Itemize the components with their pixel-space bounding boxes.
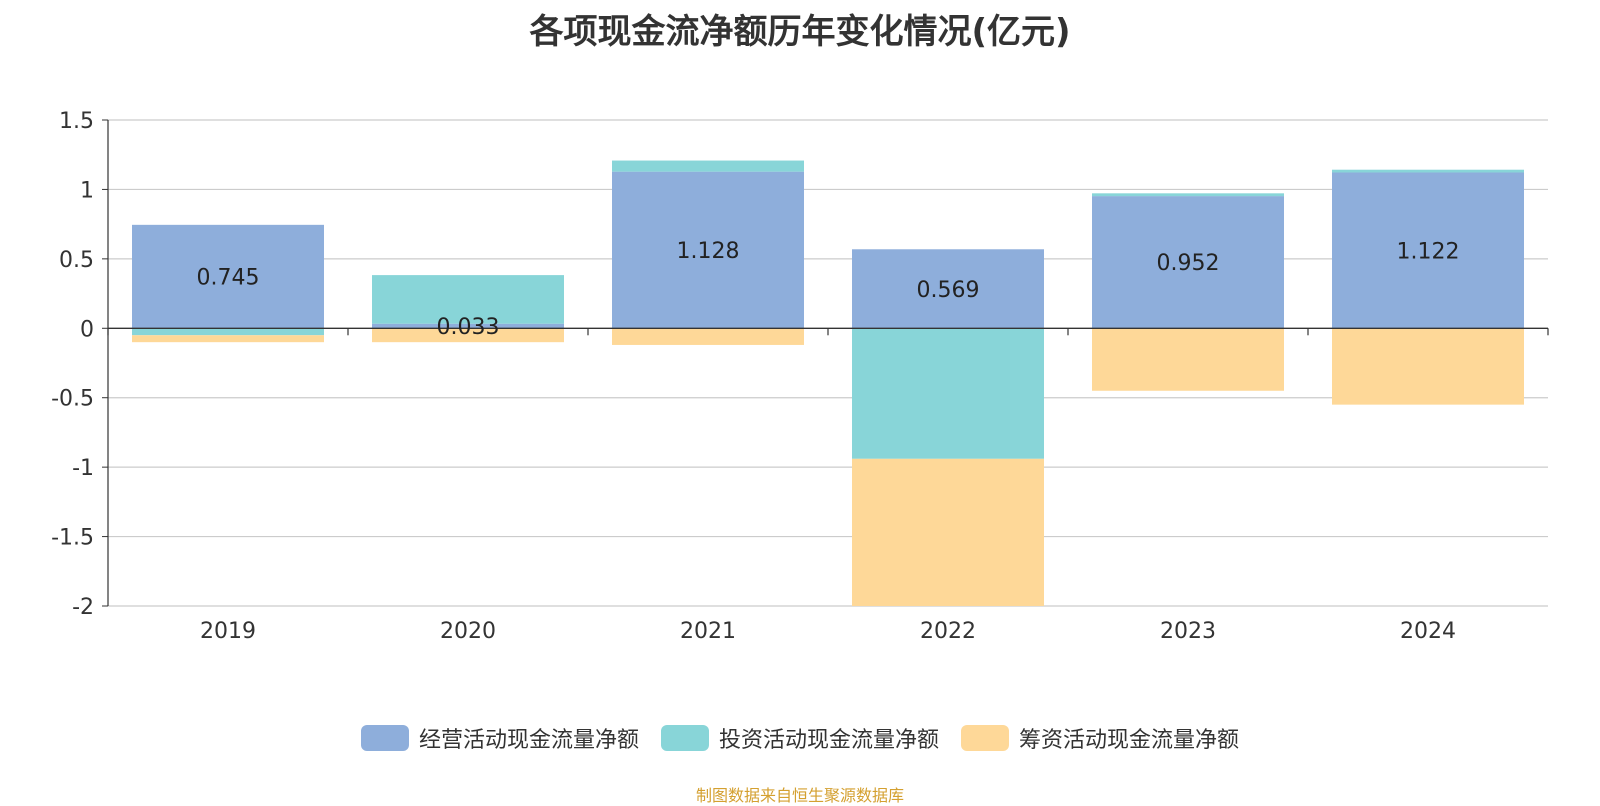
- data-label: 0.033: [437, 315, 500, 340]
- bar-segment: [1092, 193, 1284, 197]
- data-label: 0.569: [917, 278, 980, 303]
- x-tick-label: 2020: [440, 619, 496, 644]
- data-label: 0.745: [197, 266, 260, 291]
- data-label: 1.128: [677, 239, 740, 264]
- legend-swatch-investing: [660, 725, 709, 751]
- y-tick-label: 1.5: [59, 109, 94, 134]
- data-label: 0.952: [1157, 251, 1220, 276]
- y-tick-label: -1: [72, 456, 94, 481]
- legend-swatch-operating: [360, 725, 409, 751]
- legend-label-financing: 筹资活动现金流量净额: [1019, 728, 1240, 753]
- y-tick-label: 0.5: [59, 248, 94, 273]
- bar-segment: [1332, 172, 1524, 329]
- bar-segment: [852, 458, 1044, 606]
- bar-segment: [1332, 169, 1524, 173]
- bar-segment: [1092, 328, 1284, 391]
- axes: 1.5 1 0.5 0 -0.5 -1 -1.5 -2 2019 2020 2021 2022 2023…: [51, 109, 1549, 644]
- y-tick-label: 1: [80, 178, 94, 203]
- y-tick-label: 0: [80, 317, 94, 342]
- bar-segment: [1092, 196, 1284, 329]
- bar-segment: [132, 328, 324, 336]
- bar-segment: [612, 328, 804, 345]
- legend: 经营活动现金流量净额 投资活动现金流量净额 筹资活动现金流量净额: [0, 722, 1600, 754]
- data-label: 1.122: [1397, 239, 1460, 264]
- x-tick-label: 2021: [680, 619, 736, 644]
- bar-segment: [132, 224, 324, 329]
- legend-item-financing[interactable]: 筹资活动现金流量净额: [961, 722, 1239, 754]
- bar-segment: [372, 328, 564, 343]
- y-tick-label: -1.5: [51, 526, 94, 551]
- x-tick-label: 2019: [200, 619, 256, 644]
- bar-segment: [852, 328, 1044, 459]
- bar-segment: [372, 323, 564, 329]
- legend-label-operating: 经营活动现金流量净额: [418, 728, 639, 753]
- bar-segment: [612, 171, 804, 329]
- y-tick-label: -2: [72, 595, 94, 620]
- bar-segment: [1332, 328, 1524, 405]
- y-tick-label: -0.5: [51, 387, 94, 412]
- legend-item-operating[interactable]: 经营活动现金流量净额: [360, 722, 639, 754]
- legend-label-investing: 投资活动现金流量净额: [718, 728, 939, 753]
- legend-swatch-financing: [961, 725, 1009, 751]
- x-tick-label: 2022: [920, 619, 976, 644]
- legend-item-investing[interactable]: 投资活动现金流量净额: [660, 722, 939, 754]
- bar-segment: [372, 275, 564, 324]
- chart-title: 各项现金流净额历年变化情况(亿元): [529, 12, 1071, 52]
- data-labels: 0.745 0.033 1.128 0.569 0.952 1.122: [197, 239, 1460, 340]
- bar-segment: [132, 335, 324, 343]
- x-tick-label: 2023: [1160, 619, 1216, 644]
- gridlines: [108, 119, 1548, 607]
- bar-segment: [612, 160, 804, 172]
- bar-segment: [852, 249, 1044, 329]
- x-tick-label: 2024: [1400, 619, 1456, 644]
- bars: [132, 160, 1524, 606]
- source-note: 制图数据来自恒生聚源数据库: [695, 786, 904, 805]
